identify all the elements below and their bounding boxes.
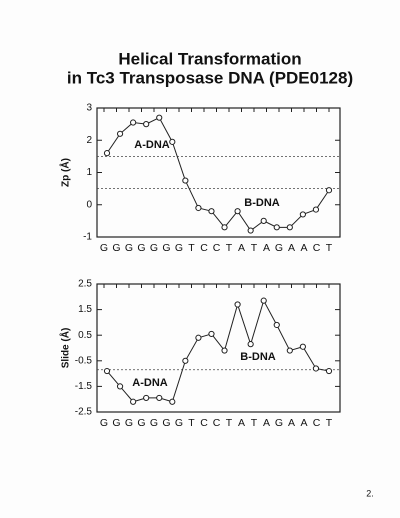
data-point xyxy=(143,121,150,128)
data-point xyxy=(130,398,137,405)
data-point xyxy=(130,119,137,126)
x-tick-label: G xyxy=(275,242,283,254)
data-point xyxy=(234,301,241,308)
x-tick-label: G xyxy=(125,417,133,429)
y-tick-label: 1.5 xyxy=(78,304,92,315)
plot-frame xyxy=(96,283,341,413)
data-point xyxy=(116,130,124,137)
y-tick-label: 2.5 xyxy=(78,279,92,290)
x-tick-label: G xyxy=(175,242,183,254)
y-axis-label: Zp (Å) xyxy=(59,158,72,187)
x-tick-label: C xyxy=(213,242,221,254)
x-tick-label: A xyxy=(238,242,245,254)
y-tick-label: -2.5 xyxy=(75,407,93,418)
data-point xyxy=(260,297,267,304)
x-tick-label: C xyxy=(313,417,321,429)
x-tick-label: T xyxy=(226,242,233,254)
title: Helical Transformation xyxy=(118,49,301,68)
x-tick-label: G xyxy=(100,417,108,429)
data-point xyxy=(273,321,280,329)
x-tick-label: A xyxy=(238,417,245,429)
x-tick-label: G xyxy=(162,242,170,254)
data-point xyxy=(156,394,163,402)
annotation: B-DNA xyxy=(244,197,279,209)
x-tick-label: T xyxy=(188,417,195,429)
data-point xyxy=(247,341,254,348)
y-tick-label: 0.5 xyxy=(78,330,92,341)
annotation: A-DNA xyxy=(132,377,167,389)
data-point xyxy=(247,227,254,234)
data-point xyxy=(260,217,267,224)
x-tick-label: T xyxy=(251,417,258,429)
x-tick-label: A xyxy=(263,242,270,254)
data-point xyxy=(312,365,320,372)
annotation: B-DNA xyxy=(240,351,275,363)
subtitle: in Tc3 Transposase DNA (PDE0128) xyxy=(67,68,353,87)
x-tick-label: T xyxy=(251,242,258,254)
data-point xyxy=(221,347,228,354)
data-point xyxy=(234,208,241,215)
data-point xyxy=(143,394,150,402)
data-point xyxy=(299,343,306,350)
x-tick-label: T xyxy=(326,242,333,254)
x-tick-label: G xyxy=(137,242,145,254)
x-tick-label: A xyxy=(288,242,295,254)
x-tick-label: T xyxy=(226,417,233,429)
x-tick-label: G xyxy=(275,417,283,429)
data-point xyxy=(103,150,111,157)
data-point xyxy=(273,224,280,231)
data-point xyxy=(286,347,293,354)
data-point xyxy=(103,367,111,375)
y-tick-label: -1 xyxy=(83,232,92,243)
x-tick-label: G xyxy=(175,417,183,429)
page-number: 2. xyxy=(366,488,374,498)
data-point xyxy=(195,334,202,341)
x-tick-label: C xyxy=(213,417,221,429)
data-point xyxy=(286,224,293,231)
x-tick-label: A xyxy=(263,417,270,429)
x-tick-label: G xyxy=(100,242,108,254)
y-axis-label: Slide (Å) xyxy=(59,328,72,369)
y-tick-label: 1 xyxy=(86,167,92,178)
y-tick-label: 3 xyxy=(86,103,92,114)
data-point xyxy=(208,330,215,338)
data-point xyxy=(325,187,333,194)
x-tick-label: C xyxy=(313,242,321,254)
x-tick-label: T xyxy=(326,417,333,429)
x-tick-label: A xyxy=(300,417,307,429)
x-tick-label: A xyxy=(288,417,295,429)
data-point xyxy=(221,224,228,231)
data-point xyxy=(116,383,124,390)
x-tick-label: C xyxy=(200,417,208,429)
y-tick-label: 2 xyxy=(86,135,92,146)
x-tick-label: G xyxy=(150,242,158,254)
x-tick-label: C xyxy=(200,242,208,254)
data-point xyxy=(208,208,215,215)
x-tick-label: A xyxy=(300,242,307,254)
data-point xyxy=(182,177,189,184)
data-point xyxy=(299,211,306,218)
y-tick-label: -1.5 xyxy=(75,381,93,392)
x-tick-label: G xyxy=(137,417,145,429)
data-point xyxy=(156,114,163,121)
data-point xyxy=(169,138,176,145)
data-point xyxy=(169,398,176,405)
annotation: A-DNA xyxy=(134,139,169,151)
x-tick-label: G xyxy=(112,242,120,254)
y-tick-label: 0 xyxy=(86,199,92,210)
data-point xyxy=(182,357,189,364)
x-tick-label: G xyxy=(150,417,158,429)
y-tick-label: -0.5 xyxy=(75,355,93,366)
data-point xyxy=(195,204,202,212)
data-point xyxy=(312,206,320,213)
x-tick-label: T xyxy=(188,242,195,254)
x-tick-label: G xyxy=(125,242,133,254)
x-tick-label: G xyxy=(162,417,170,429)
x-tick-label: G xyxy=(112,417,120,429)
data-point xyxy=(325,367,333,375)
